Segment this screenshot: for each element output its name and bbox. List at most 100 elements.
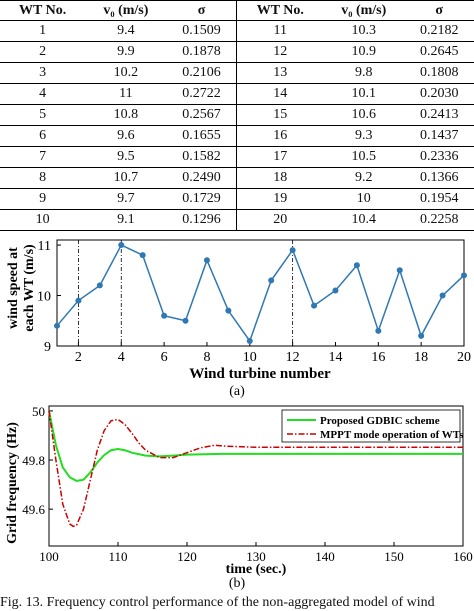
y-tick-label: 10 (37, 290, 51, 305)
y-axis-label-line2: each WT (m/s) (22, 244, 37, 332)
table-cell: 0.2258 (404, 209, 474, 231)
table-row: 9 9.7 0.1729 19 10 0.1954 (0, 188, 474, 210)
data-point (353, 262, 360, 269)
table-cell: 0.2722 (166, 83, 238, 105)
table-cell: 0.1366 (404, 167, 474, 189)
table-cell: 19 (236, 188, 324, 210)
y-tick-label: 9 (44, 340, 51, 355)
y-tick-label: 50 (32, 404, 45, 419)
table-cell: 0.2182 (404, 20, 474, 42)
data-point (439, 292, 446, 299)
table-cell: 3 (0, 62, 86, 84)
x-tick-label: 14 (328, 350, 342, 365)
y-tick-label: 49.8 (22, 453, 45, 468)
x-tick-label: 10 (243, 350, 257, 365)
table-cell: 0.1954 (404, 188, 474, 210)
table-row: 10 9.1 0.1296 20 10.4 0.2258 (0, 209, 474, 231)
header-wt-no: WT No. (236, 0, 324, 21)
table-cell: 0.2030 (404, 83, 474, 105)
x-tick-label: 150 (384, 549, 404, 564)
table-cell: 10.8 (85, 104, 167, 126)
table-cell: 10.5 (323, 146, 405, 168)
header-wind-speed: v₀ (m/s) (323, 0, 405, 21)
data-point (332, 287, 339, 294)
chart-a: wind speed at each WT (m/s) Wind turbine… (0, 228, 474, 406)
table-cell: 9.5 (85, 146, 167, 168)
table-cell: 10 (0, 209, 86, 231)
y-axis-label: Grid frequency (Hz) (5, 422, 20, 544)
data-point (375, 327, 382, 334)
table-cell: 5 (0, 104, 86, 126)
data-point (182, 317, 189, 324)
header-sigma: σ (166, 0, 238, 21)
panel-label-a: (a) (229, 384, 245, 399)
x-tick-label: 110 (108, 549, 127, 564)
table-cell: 12 (236, 41, 324, 63)
table-cell: 0.2645 (404, 41, 474, 63)
table-cell: 10.3 (323, 20, 405, 42)
table-cell: 9 (0, 188, 86, 210)
data-point (418, 332, 425, 339)
table-cell: 1 (0, 20, 86, 42)
table-cell: 11 (236, 20, 324, 42)
table-cell: 0.1582 (166, 146, 238, 168)
table-cell: 0.2413 (404, 104, 474, 126)
y-tick-label: 11 (38, 239, 51, 254)
wind-speed-series-line (56, 244, 465, 343)
mppt-series-line (48, 410, 463, 528)
header-wind-speed: v₀ (m/s) (85, 0, 167, 21)
data-point (161, 312, 168, 319)
table-header-row: WT No. v₀ (m/s) σ WT No. v₀ (m/s) σ (0, 0, 474, 21)
data-point (203, 257, 210, 264)
table-cell: 0.2567 (166, 104, 238, 126)
data-point (246, 337, 253, 344)
x-axis-label: time (sec.) (226, 562, 287, 577)
table-row: 2 9.9 0.1878 12 10.9 0.2645 (0, 41, 474, 63)
x-tick-label: 8 (203, 350, 210, 365)
x-tick-label: 6 (161, 350, 168, 365)
table-cell: 11 (85, 83, 167, 105)
table-row: 8 10.7 0.2490 18 9.2 0.1366 (0, 167, 474, 189)
x-axis-label: Wind turbine number (189, 366, 331, 382)
wind-speed-chart: wind speed at each WT (m/s) Wind turbine… (6, 239, 471, 399)
table-cell: 10.6 (323, 104, 405, 126)
table-cell: 10 (323, 188, 405, 210)
table-cell: 10.2 (85, 62, 167, 84)
data-point (118, 242, 125, 249)
gdbic-series-line (48, 410, 463, 482)
header-sigma: σ (404, 0, 474, 21)
data-point (54, 322, 60, 329)
table-cell: 9.4 (85, 20, 167, 42)
legend-label: Proposed GDBIC scheme (320, 415, 440, 427)
x-tick-label: 18 (414, 350, 428, 365)
table-cell: 6 (0, 125, 86, 147)
table-cell: 4 (0, 83, 86, 105)
x-tick-label: 4 (118, 350, 125, 365)
table-cell: 8 (0, 167, 86, 189)
y-axis-label-line1: wind speed at (6, 247, 21, 329)
table-cell: 17 (236, 146, 324, 168)
data-point (461, 272, 467, 279)
x-tick-label: 130 (246, 549, 266, 564)
table-cell: 13 (236, 62, 324, 84)
x-tick-label: 140 (315, 549, 335, 564)
table-row: 1 9.4 0.1509 11 10.3 0.2182 (0, 20, 474, 42)
table-cell: 10.9 (323, 41, 405, 63)
table-cell: 9.8 (323, 62, 405, 84)
panel-label-b: (b) (229, 576, 246, 590)
data-point (225, 307, 232, 314)
table-cell: 0.1729 (166, 188, 238, 210)
table-cell: 0.2336 (404, 146, 474, 168)
x-tick-label: 20 (457, 350, 471, 365)
data-point (289, 247, 296, 254)
data-point (396, 267, 403, 274)
table-cell: 18 (236, 167, 324, 189)
y-tick-label: 49.6 (22, 502, 45, 517)
table-row: 5 10.8 0.2567 15 10.6 0.2413 (0, 104, 474, 126)
table-cell: 2 (0, 41, 86, 63)
table-cell: 7 (0, 146, 86, 168)
data-point (139, 252, 146, 259)
grid-frequency-chart: Grid frequency (Hz) time (sec.) (b) 100 1… (5, 404, 473, 591)
wind-turbine-table: WT No. v₀ (m/s) σ WT No. v₀ (m/s) σ 1 9.4… (0, 0, 474, 231)
table-cell: 15 (236, 104, 324, 126)
